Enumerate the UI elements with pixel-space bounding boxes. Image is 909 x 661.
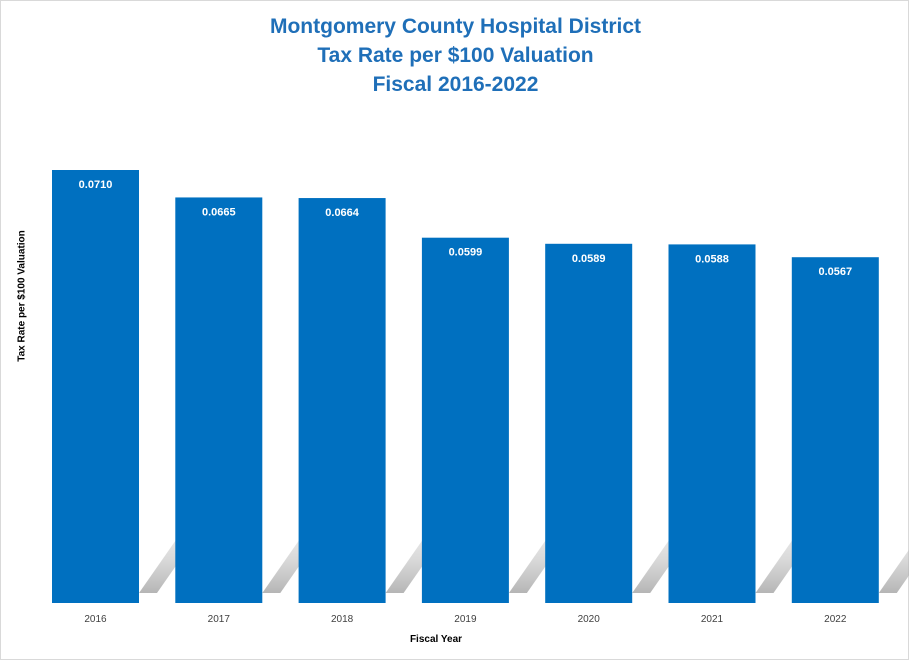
x-tick-label-2018: 2018 (331, 614, 354, 625)
x-tick-label-2017: 2017 (208, 614, 231, 625)
x-tick-label-2022: 2022 (824, 614, 847, 625)
bar-2018 (298, 198, 386, 603)
bar-2022 (791, 257, 879, 603)
bar-2017 (175, 197, 263, 603)
bar-2016 (52, 170, 139, 603)
data-label-2019: 0.0599 (449, 247, 483, 259)
chart-title-line-1: Montgomery County Hospital District (269, 15, 642, 38)
y-axis-label: Tax Rate per $100 Valuation (16, 230, 28, 362)
x-tick-label-2016: 2016 (84, 614, 107, 625)
x-axis-label: Fiscal Year (409, 634, 463, 645)
x-tick-label-2020: 2020 (578, 614, 601, 625)
chart-title-line-2: Tax Rate per $100 Valuation (317, 44, 594, 67)
data-label-2020: 0.0589 (572, 253, 606, 265)
data-label-2016: 0.0710 (79, 179, 113, 191)
x-tick-label-2019: 2019 (454, 614, 477, 625)
bar-2019 (421, 237, 509, 603)
data-label-2017: 0.0665 (202, 206, 236, 218)
bar-2020 (545, 243, 633, 603)
chart-title-line-3: Fiscal 2016-2022 (372, 73, 539, 96)
data-label-2021: 0.0588 (695, 253, 729, 265)
data-label-2022: 0.0567 (818, 266, 852, 278)
bar-shadow (878, 549, 909, 593)
x-tick-label-2021: 2021 (701, 614, 724, 625)
bar-2021 (668, 244, 756, 603)
data-label-2018: 0.0664 (325, 207, 360, 219)
